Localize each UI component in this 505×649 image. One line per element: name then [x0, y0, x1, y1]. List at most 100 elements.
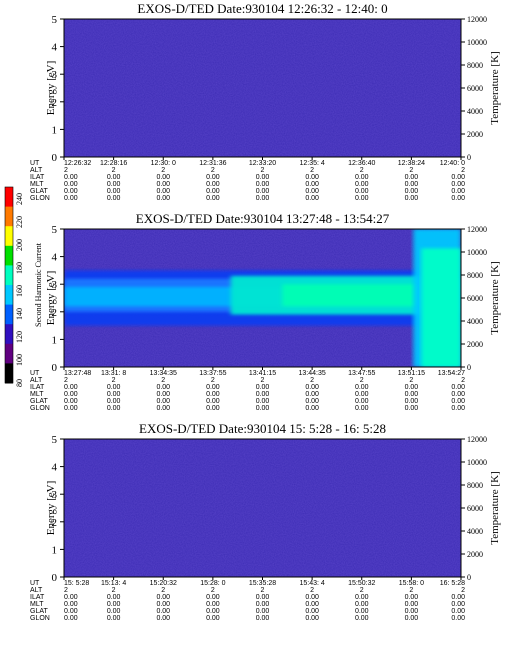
table-cell: 2 — [310, 377, 314, 384]
y2-tick-label: 0 — [467, 153, 471, 162]
y-tick-label: 4 — [52, 252, 58, 264]
table-cell: 0.00 — [405, 391, 419, 398]
table-cell: 0.00 — [107, 384, 121, 391]
table-cell: 0.00 — [305, 384, 319, 391]
table-cell: 0.00 — [355, 594, 369, 601]
table-cell: 12:31:36 — [199, 160, 226, 167]
table-cell: 0.00 — [107, 181, 121, 188]
table-cell: 0.00 — [355, 405, 369, 412]
table-cell: 0.00 — [64, 174, 78, 181]
table-cell: 0.00 — [107, 391, 121, 398]
table-cell: 0.00 — [305, 594, 319, 601]
colorbar-swatch — [5, 363, 13, 384]
table-cell: 13:27:48 — [64, 370, 91, 377]
table-cell: 2 — [461, 587, 465, 594]
colorbar-swatch — [5, 245, 13, 266]
table-cell: 2 — [211, 587, 215, 594]
table-cell: 0.00 — [405, 188, 419, 195]
table-row-label: UT — [30, 160, 40, 167]
table-cell: 12:26:32 — [64, 160, 91, 167]
y2-tick-label: 4000 — [467, 527, 483, 536]
table-cell: 0.00 — [451, 391, 465, 398]
table-cell: 0.00 — [206, 398, 220, 405]
table-cell: 0.00 — [156, 615, 170, 622]
table-cell: 12:40: 0 — [440, 160, 465, 167]
table-cell: 0.00 — [107, 188, 121, 195]
colorbar-tick-label: 140 — [15, 308, 24, 320]
table-cell: 0.00 — [405, 608, 419, 615]
table-cell: 2 — [461, 377, 465, 384]
table-cell: 0.00 — [156, 608, 170, 615]
table-cell: 0.00 — [405, 195, 419, 202]
table-cell: 12:35: 4 — [299, 160, 324, 167]
colorbar-label: Second Harmonic Current — [34, 242, 43, 327]
table-cell: 13:51:15 — [398, 370, 425, 377]
table-cell: 2 — [112, 587, 116, 594]
table-cell: 0.00 — [256, 195, 270, 202]
colorbar-swatch — [5, 265, 13, 286]
table-cell: 15:58: 0 — [399, 580, 424, 587]
table-row-label: ILAT — [30, 174, 45, 181]
table-row-label: ALT — [30, 167, 43, 174]
colorbar-swatch — [5, 187, 13, 208]
table-cell: 13:41:15 — [249, 370, 276, 377]
table-cell: 0.00 — [355, 188, 369, 195]
table-cell: 16: 5:28 — [440, 580, 465, 587]
colorbar-tick-label: 100 — [15, 354, 24, 366]
y2-tick-label: 10000 — [467, 248, 487, 257]
table-cell: 13:47:55 — [348, 370, 375, 377]
y2-tick-label: 0 — [467, 573, 471, 582]
table-cell: 0.00 — [107, 398, 121, 405]
colorbar-swatch — [5, 304, 13, 325]
table-cell: 2 — [161, 377, 165, 384]
table-cell: 0.00 — [451, 594, 465, 601]
y-tick-label: 0 — [52, 152, 58, 164]
table-cell: 2 — [360, 587, 364, 594]
table-cell: 0.00 — [107, 601, 121, 608]
colorbar-tick-label: 200 — [15, 239, 24, 251]
table-cell: 2 — [161, 167, 165, 174]
table-cell: 0.00 — [305, 398, 319, 405]
panel-3: EXOS-D/TED Date:930104 15: 5:28 - 16: 5:… — [30, 421, 501, 622]
panel-title: EXOS-D/TED Date:930104 13:27:48 - 13:54:… — [136, 211, 390, 226]
table-cell: 0.00 — [256, 405, 270, 412]
table-cell: 2 — [261, 587, 265, 594]
table-cell: 0.00 — [206, 608, 220, 615]
colorbar-tick-label: 120 — [15, 331, 24, 343]
table-cell: 0.00 — [355, 608, 369, 615]
table-cell: 0.00 — [64, 398, 78, 405]
table-row-label: GLON — [30, 405, 50, 412]
table-cell: 2 — [461, 167, 465, 174]
y-tick-label: 1 — [52, 124, 58, 136]
table-cell: 15:28: 0 — [200, 580, 225, 587]
table-cell: 0.00 — [405, 615, 419, 622]
table-cell: 0.00 — [355, 384, 369, 391]
table-cell: 0.00 — [305, 174, 319, 181]
table-cell: 15:43: 4 — [299, 580, 324, 587]
table-cell: 0.00 — [206, 195, 220, 202]
y2-tick-label: 6000 — [467, 84, 483, 93]
colorbar: 240 220 200 180 160 140 120 100 80 Second Harmoni… — [4, 186, 43, 387]
y2-tick-label: 2000 — [467, 130, 483, 139]
y2-tick-label: 2000 — [467, 340, 483, 349]
table-cell: 0.00 — [451, 615, 465, 622]
table-cell: 0.00 — [64, 594, 78, 601]
colorbar-tick-label: 240 — [15, 193, 24, 205]
table-cell: 15:50:32 — [348, 580, 375, 587]
colorbar-frame — [4, 186, 14, 384]
table-cell: 0.00 — [305, 601, 319, 608]
table-cell: 0.00 — [107, 608, 121, 615]
y2-tick-label: 6000 — [467, 294, 483, 303]
y2-tick-label: 4000 — [467, 317, 483, 326]
y-tick-label: 5 — [52, 14, 58, 26]
table-cell: 0.00 — [451, 398, 465, 405]
table-cell: 0.00 — [355, 174, 369, 181]
table-row-label: MLT — [30, 391, 44, 398]
y2-tick-label: 8000 — [467, 271, 483, 280]
table-cell: 0.00 — [156, 384, 170, 391]
y-tick-label: 3 — [52, 489, 58, 501]
table-cell: 12:28:16 — [100, 160, 127, 167]
y2-tick-label: 12000 — [467, 15, 487, 24]
table-cell: 0.00 — [405, 594, 419, 601]
colorbar-swatch — [5, 206, 13, 227]
